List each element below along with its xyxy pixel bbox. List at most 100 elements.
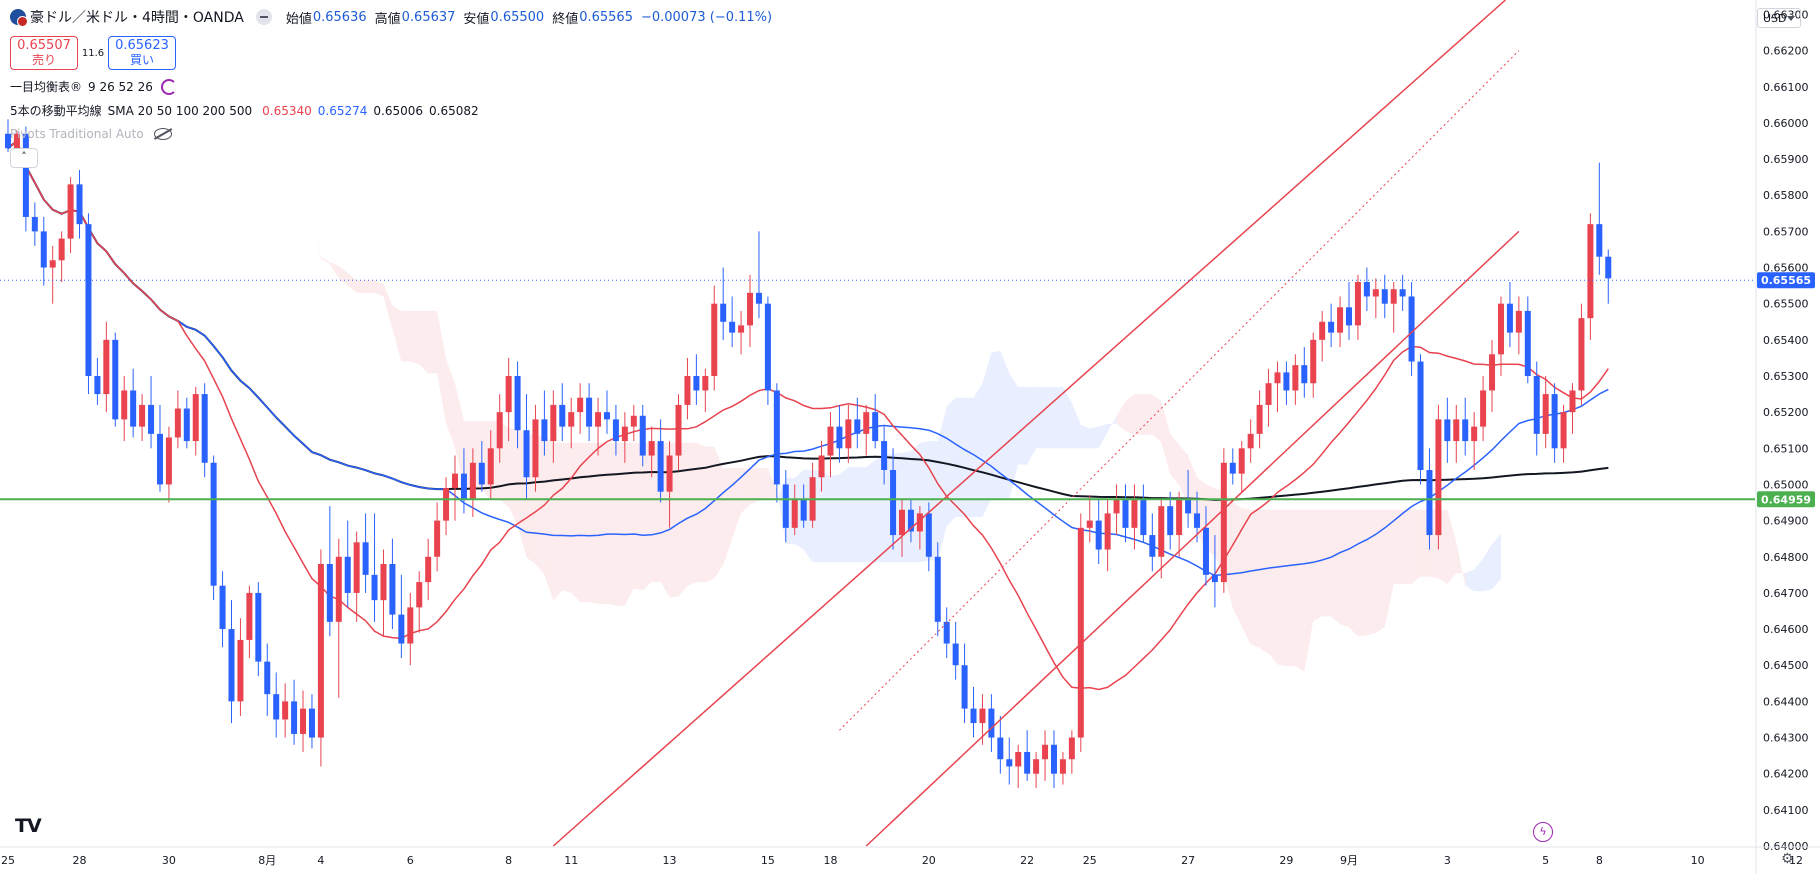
cloud-segment — [1179, 444, 1189, 505]
cloud-segment — [392, 305, 402, 362]
cloud-segment — [1402, 509, 1412, 584]
candle — [1328, 303, 1335, 348]
lightning-icon[interactable]: ϟ — [1533, 822, 1553, 842]
candle — [961, 643, 968, 724]
candle-body — [192, 394, 199, 442]
cloud-segment — [767, 468, 777, 500]
candle-body — [1015, 752, 1022, 767]
sell-button[interactable]: 0.65507 売り — [10, 36, 78, 70]
candle — [782, 470, 789, 543]
candle — [40, 216, 47, 286]
candle-body — [1229, 462, 1236, 474]
support-price-label: 0.64959 — [1761, 493, 1811, 506]
candle-body — [478, 462, 485, 485]
candle-body — [747, 292, 754, 326]
open-value: 0.65636 — [312, 9, 367, 25]
candle — [380, 549, 387, 637]
cloud-segment — [356, 280, 366, 293]
cloud-segment — [1474, 558, 1484, 592]
eye-hidden-icon[interactable] — [153, 128, 172, 140]
candle — [916, 506, 923, 550]
candle-body — [139, 404, 146, 427]
candle — [317, 549, 324, 767]
candle-body — [836, 426, 843, 449]
cloud-segment — [1357, 509, 1367, 637]
price-tick-label: 0.64100 — [1763, 804, 1809, 817]
candle — [210, 455, 217, 601]
candle — [228, 600, 235, 724]
candle-body — [1587, 224, 1594, 319]
candle — [496, 394, 503, 463]
candle-body — [711, 303, 718, 376]
candle-body — [371, 574, 378, 601]
cloud-segment — [1250, 509, 1260, 649]
candle-body — [630, 415, 637, 427]
candle — [371, 513, 378, 622]
cloud-segment — [624, 442, 634, 606]
candle — [76, 169, 83, 239]
collapse-legend-button[interactable]: ˄ — [10, 148, 38, 168]
candle-body — [1497, 303, 1504, 355]
candle — [344, 520, 351, 608]
symbol-title[interactable]: 豪ドル／米ドル・4時間・OANDA — [30, 10, 244, 26]
candle-body — [595, 412, 602, 427]
trend-lower-line — [865, 230, 1520, 847]
price-tick-label: 0.64600 — [1763, 623, 1809, 636]
candle-body — [1363, 282, 1370, 297]
indicator-pivots[interactable]: Pivots Traditional Auto — [10, 127, 172, 141]
minus-icon[interactable] — [255, 9, 272, 25]
candle — [255, 582, 262, 677]
candle — [1274, 361, 1281, 413]
candle-body — [174, 408, 181, 438]
price-tick-label: 0.65000 — [1763, 478, 1809, 491]
candle — [201, 383, 208, 478]
buy-button[interactable]: 0.65623 買い — [108, 36, 176, 70]
candle — [988, 694, 995, 752]
cloud-segment — [320, 256, 330, 264]
candle-body — [693, 376, 700, 391]
time-tick-label: 11 — [564, 854, 578, 867]
candle-body — [532, 419, 539, 478]
candle — [1435, 404, 1442, 550]
candle-body — [1185, 498, 1192, 514]
candle — [487, 430, 494, 499]
price-tick-label: 0.64700 — [1763, 587, 1809, 600]
candle — [773, 383, 780, 503]
ichimoku-label: 一目均衡表® — [10, 80, 83, 94]
cloud-segment — [1053, 386, 1063, 449]
candle-body — [559, 404, 566, 427]
close-label: 終値 — [552, 11, 579, 27]
cloud-segment — [1116, 401, 1126, 432]
candle-body — [344, 556, 351, 593]
candle-body — [273, 694, 280, 720]
indicator-ichimoku[interactable]: 一目均衡表® 9 26 52 26 — [10, 78, 177, 95]
candle — [657, 419, 664, 503]
sma-value-3: 0.65006 — [373, 103, 424, 118]
candle — [112, 332, 119, 427]
candle-body — [773, 390, 780, 485]
price-tick-label: 0.65200 — [1763, 406, 1809, 419]
cloud-segment — [1259, 509, 1269, 654]
gear-icon[interactable]: ⚙ — [1781, 851, 1794, 867]
indicator-sma[interactable]: 5本の移動平均線 SMA 20 50 100 200 500 0.65340 0… — [10, 102, 479, 119]
candle — [764, 296, 771, 405]
candle — [1560, 404, 1567, 463]
cloud-segment — [973, 383, 983, 517]
time-tick-label: 28 — [73, 854, 87, 867]
cloud-segment — [419, 310, 429, 374]
candle — [1363, 267, 1370, 311]
cloud-segment — [1161, 401, 1171, 475]
candle-body — [621, 426, 628, 442]
candle-body — [425, 556, 432, 583]
candle-body — [1390, 289, 1397, 304]
candle-body — [1337, 307, 1344, 333]
pivots-label: Pivots Traditional Auto — [10, 127, 144, 141]
currency-selector[interactable]: USD — [1757, 8, 1801, 28]
candle-body — [1435, 419, 1442, 536]
candle — [1497, 296, 1504, 376]
candle-body — [1024, 752, 1031, 774]
candle-body — [1202, 527, 1209, 575]
candle-body — [40, 231, 47, 268]
